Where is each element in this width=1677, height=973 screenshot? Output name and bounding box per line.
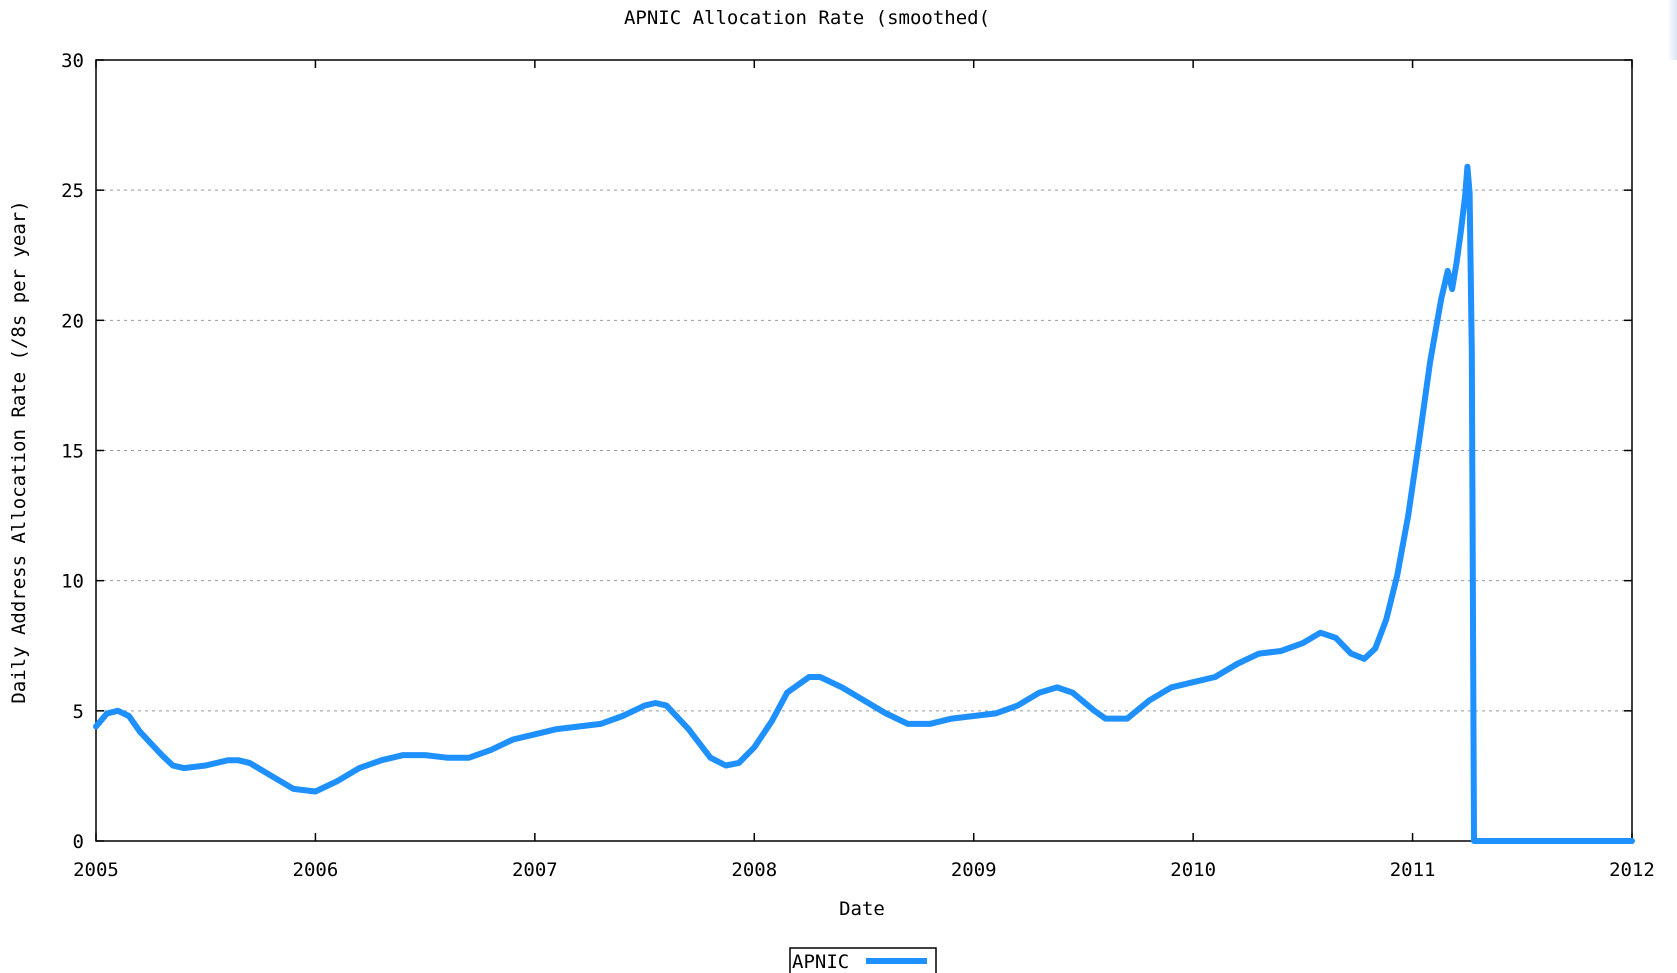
x-tick-label-2006: 2006 xyxy=(293,859,339,881)
y-tick-label-20: 20 xyxy=(61,310,84,332)
x-tick-label-2007: 2007 xyxy=(512,859,558,881)
y-tick-label-25: 25 xyxy=(61,180,84,202)
window-edge xyxy=(1667,0,1677,60)
x-tick-label-2009: 2009 xyxy=(951,859,997,881)
legend-label-apnic: APNIC xyxy=(792,951,849,973)
x-tick-labels: 2005 2006 2007 2008 2009 2010 2011 2012 xyxy=(73,859,1655,881)
chart-title: APNIC Allocation Rate (smoothed( xyxy=(624,7,990,29)
y-tick-label-0: 0 xyxy=(73,831,84,853)
series-line-apnic xyxy=(93,163,1635,844)
x-tick-label-2008: 2008 xyxy=(731,859,777,881)
x-tick-label-2005: 2005 xyxy=(73,859,119,881)
grid-lines xyxy=(96,189,1632,712)
y-axis-label: Daily Address Allocation Rate (/8s per y… xyxy=(8,200,30,703)
x-tick-label-2011: 2011 xyxy=(1390,859,1436,881)
y-tick-label-30: 30 xyxy=(61,50,84,72)
x-axis-label: Date xyxy=(839,898,885,920)
x-tick-label-2010: 2010 xyxy=(1170,859,1216,881)
y-tick-labels: 0 5 10 15 20 25 30 xyxy=(61,50,84,853)
legend: APNIC xyxy=(789,947,937,973)
y-tick-label-10: 10 xyxy=(61,571,84,593)
y-tick-label-15: 15 xyxy=(61,441,84,463)
plot-area-frame xyxy=(95,59,1633,842)
x-tick-label-2012: 2012 xyxy=(1609,859,1655,881)
axis-ticks xyxy=(95,59,1633,842)
y-tick-label-5: 5 xyxy=(73,701,84,723)
